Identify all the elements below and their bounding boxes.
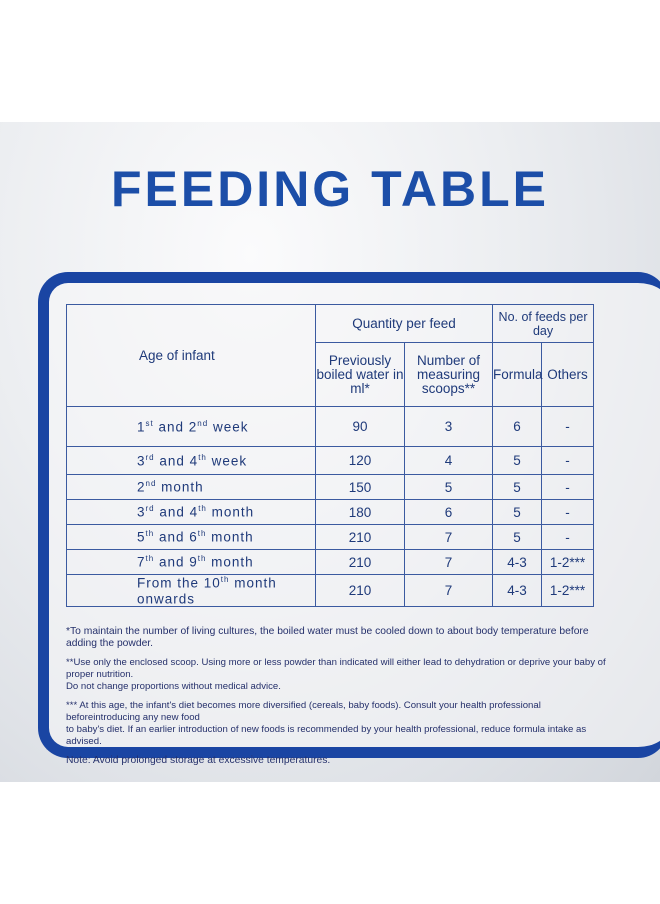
age-text-part: month	[206, 504, 255, 520]
feeds-header: No. of feeds per day	[492, 304, 595, 343]
age-cell: 1st and 2nd week	[66, 406, 316, 447]
age-cell: 5th and 6th month	[66, 524, 316, 550]
age-text-part: rd	[145, 504, 155, 514]
age-text-part: and 6	[154, 529, 198, 545]
age-header: Age of infant	[66, 304, 316, 407]
formula-cell: 4-3	[492, 549, 543, 575]
age-text-part: rd	[145, 452, 155, 462]
age-text-part: th	[197, 554, 207, 564]
water-cell: 120	[315, 446, 405, 475]
scoops-cell: 3	[403, 406, 494, 447]
others-cell: -	[541, 499, 595, 525]
age-text-part: 3	[137, 504, 146, 520]
footnotes: *To maintain the number of living cultur…	[66, 626, 606, 774]
footnote-scoop-line1: **Use only the enclosed scoop. Using mor…	[66, 657, 606, 680]
others-header: Others	[541, 342, 595, 407]
footnote-storage: Note: Avoid prolonged storage at excessi…	[66, 755, 331, 766]
age-text-part: and 9	[154, 554, 198, 570]
formula-cell: 4-3	[492, 574, 543, 607]
age-text-part: th	[197, 529, 207, 539]
table-row: 3rd and 4th month 180 6 5-	[66, 499, 595, 525]
age-text-part: st	[145, 418, 154, 428]
page-title: FEEDING TABLE	[110, 161, 550, 217]
others-cell: -	[541, 406, 595, 447]
footnote-diet-line1: *** At this age, the infant's diet becom…	[66, 700, 541, 723]
age-text-part: th	[145, 554, 155, 564]
age-text-part: nd	[197, 418, 209, 428]
age-text-part: th	[220, 575, 230, 584]
scoops-cell: 5	[403, 474, 494, 500]
age-text-part: month onwards	[137, 575, 277, 607]
others-cell: -	[541, 524, 595, 550]
age-text-part: month	[206, 529, 254, 545]
table-row: 2nd month 150 5 5-	[66, 474, 595, 500]
age-text-part: th	[198, 504, 207, 514]
table-row: 3rd and 4th week 120 4 5-	[66, 446, 595, 475]
feeding-table: Age of infant Quantity per feed No. of f…	[66, 304, 595, 607]
age-text-part: week	[208, 419, 249, 435]
water-cell: 180	[315, 499, 405, 525]
water-cell: 210	[315, 524, 405, 550]
age-text-part: nd	[145, 479, 157, 489]
formula-cell: 5	[492, 524, 543, 550]
formula-cell: 6	[492, 406, 543, 447]
scoops-cell: 7	[403, 524, 494, 550]
formula-cell: 5	[492, 474, 543, 500]
footnote-water: *To maintain the number of living cultur…	[66, 626, 589, 649]
age-cell: 3rd and 4th week	[66, 446, 316, 475]
age-cell: 3rd and 4th month	[66, 499, 316, 525]
table-row: 5th and 6th month 210 7 5-	[66, 524, 595, 550]
footnote-scoop: **Use only the enclosed scoop. Using mor…	[66, 657, 606, 693]
footnote-scoop-line2: Do not change proportions without medica…	[66, 681, 281, 692]
age-text-part: week	[206, 453, 248, 469]
age-text-part: month	[156, 479, 204, 495]
scoops-cell: 7	[403, 549, 494, 575]
water-cell: 90	[315, 406, 405, 447]
age-cell: From the 10th month onwards	[66, 574, 316, 607]
age-text-part: 5	[137, 529, 146, 545]
scoops-header: Number of measuring scoops**	[403, 342, 494, 407]
age-text-part: and 2	[153, 419, 198, 435]
formula-header: Formula	[492, 342, 543, 407]
footnote-diet-line2: to baby's diet. If an earlier introducti…	[66, 724, 587, 747]
age-text-part: 1	[137, 419, 146, 435]
age-text-part: th	[145, 529, 155, 539]
age-cell: 2nd month	[66, 474, 316, 500]
water-cell: 150	[315, 474, 405, 500]
water-cell: 210	[315, 574, 405, 607]
formula-cell: 5	[492, 446, 543, 475]
table-row: 1st and 2nd week 90 3 6-	[66, 406, 595, 447]
age-text-part: month	[206, 554, 254, 570]
table-row: From the 10th month onwards 210 7 4-3 1-2***	[66, 574, 595, 607]
age-text-part: and 4	[154, 504, 199, 520]
table-body: 1st and 2nd week 90 3 6-3rd and 4th week 120…	[66, 406, 595, 607]
age-text-part: 7	[137, 554, 146, 570]
others-cell: -	[541, 446, 595, 475]
others-cell: 1-2***	[541, 549, 595, 575]
footnote-diet: *** At this age, the infant's diet becom…	[66, 700, 606, 748]
quantity-header: Quantity per feed	[314, 304, 494, 343]
others-cell: 1-2***	[541, 574, 595, 607]
scoops-cell: 6	[403, 499, 494, 525]
others-cell: -	[541, 474, 595, 500]
water-header: Previously boiled water in ml*	[315, 342, 405, 407]
table-row: 7th and 9th month 210 7 4-3 1-2***	[66, 549, 595, 575]
age-text-part: 3	[137, 453, 146, 469]
scoops-cell: 4	[403, 446, 494, 475]
age-text-part: th	[198, 452, 207, 462]
age-text-part: and 4	[154, 453, 199, 469]
age-text-part: From the 10	[137, 575, 221, 591]
formula-cell: 5	[492, 499, 543, 525]
age-cell: 7th and 9th month	[66, 549, 316, 575]
water-cell: 210	[315, 549, 405, 575]
scoops-cell: 7	[403, 574, 494, 607]
age-text-part: 2	[137, 479, 146, 495]
